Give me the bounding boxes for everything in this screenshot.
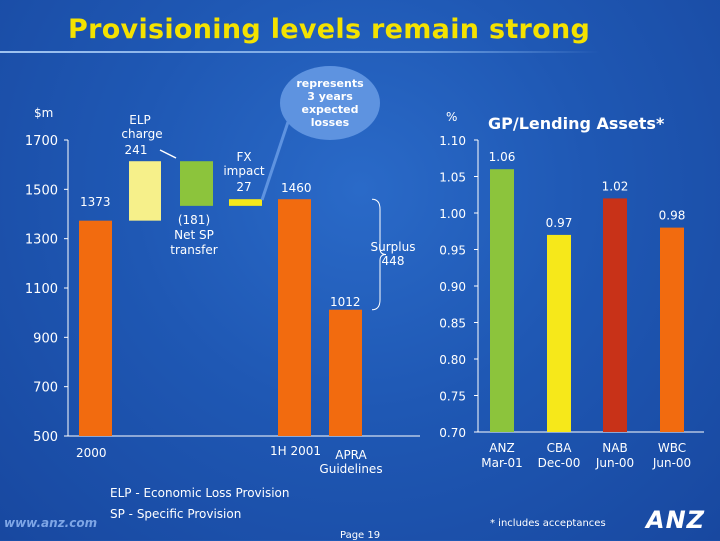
gp-bar-value-3: 0.98 xyxy=(659,209,686,223)
gp-bar-nab-jun-00 xyxy=(603,198,627,432)
gp-bar-wbc-jun-00 xyxy=(660,227,684,432)
left-unit-label: $m xyxy=(34,106,54,120)
waterfall-bar-net-sp-transfer xyxy=(180,161,213,206)
footnote: * includes acceptances xyxy=(490,518,606,529)
left-y-tick-label-1: 1500 xyxy=(25,183,58,198)
x-label-apra-line1: APRA xyxy=(335,448,367,462)
gp-x-label-0-line1: ANZ xyxy=(489,441,514,455)
left-y-tick-label-5: 700 xyxy=(33,381,58,396)
sp-value-label: (181) xyxy=(177,213,211,227)
start-2000-value-label: 1373 xyxy=(80,195,111,209)
page-title: Provisioning levels remain strong xyxy=(68,14,591,45)
apra-value-label: 1012 xyxy=(330,295,361,309)
right-y-tick-label-6: 0.80 xyxy=(439,353,466,367)
waterfall-bar-2000 xyxy=(79,220,112,436)
total-1h-value-label: 1460 xyxy=(281,181,312,195)
left-y-tick-label-4: 900 xyxy=(33,331,58,346)
gp-x-label-3-line2: Jun-00 xyxy=(652,456,691,470)
right-unit-label: % xyxy=(446,110,458,124)
callout-text: represents 3 years expected losses xyxy=(296,77,364,129)
left-y-tick-label-3: 1100 xyxy=(25,282,58,297)
gp-bar-value-2: 1.02 xyxy=(602,179,629,193)
fx-label-line2: impact xyxy=(223,164,265,178)
gp-x-label-1-line2: Dec-00 xyxy=(538,456,581,470)
gp-x-label-2-line1: NAB xyxy=(602,441,627,455)
left-y-tick-label-0: 1700 xyxy=(25,134,58,149)
elp-label-line2: charge xyxy=(121,127,163,141)
elp-value-label: 241 xyxy=(124,143,148,157)
gp-x-label-0-line2: Mar-01 xyxy=(481,456,522,470)
right-y-tick-label-4: 0.90 xyxy=(439,280,466,294)
title-underline xyxy=(0,51,600,53)
gp-bar-value-1: 0.97 xyxy=(546,216,573,230)
gp-bar-value-0: 1.06 xyxy=(489,150,516,164)
right-y-tick-label-3: 0.95 xyxy=(439,244,466,258)
expected-losses-callout: represents 3 years expected losses xyxy=(280,66,380,140)
gp-x-label-3-line1: WBC xyxy=(658,441,686,455)
fx-value-label: 27 xyxy=(236,180,252,194)
page-number: Page 19 xyxy=(340,530,381,541)
fx-label-line1: FX xyxy=(236,150,252,164)
right-y-tick-label-2: 1.00 xyxy=(439,207,466,221)
waterfall-bar-1h-2001 xyxy=(278,199,311,436)
gp-x-label-2-line2: Jun-00 xyxy=(595,456,634,470)
callout-pointer xyxy=(260,121,290,201)
right-y-tick-label-7: 0.75 xyxy=(439,390,466,404)
waterfall-bar-apra-guidelines xyxy=(329,309,362,436)
sp-label-line2: transfer xyxy=(170,243,218,257)
gp-bar-anz-mar-01 xyxy=(490,169,514,432)
left-y-tick-label-2: 1300 xyxy=(25,233,58,248)
gp-x-label-1-line1: CBA xyxy=(547,441,573,455)
elp-label-line1: ELP xyxy=(129,113,151,127)
legend-sp: SP - Specific Provision xyxy=(110,507,242,521)
footer-url[interactable]: www.anz.com xyxy=(4,516,98,530)
surplus-brace xyxy=(371,198,387,311)
left-y-tick-label-6: 500 xyxy=(33,430,58,445)
right-y-tick-label-1: 1.05 xyxy=(439,171,466,185)
right-y-tick-label-0: 1.10 xyxy=(439,134,466,148)
sp-label-line1: Net SP xyxy=(174,228,214,242)
elp-pointer xyxy=(159,149,177,159)
x-label-2000: 2000 xyxy=(76,446,107,460)
anz-logo: ANZ xyxy=(646,506,706,534)
right-y-tick-label-5: 0.85 xyxy=(439,317,466,331)
x-label-1h2001: 1H 2001 xyxy=(270,444,322,458)
legend-elp: ELP - Economic Loss Provision xyxy=(110,486,290,500)
gp-lending-title: GP/Lending Assets* xyxy=(488,114,665,133)
waterfall-bar-elp-charge xyxy=(129,161,161,221)
surplus-value: 448 xyxy=(381,254,405,268)
surplus-label: Surplus xyxy=(370,240,416,254)
waterfall-bar-fx-impact xyxy=(229,199,262,206)
x-label-apra-line2: Guidelines xyxy=(319,462,383,476)
gp-bar-cba-dec-00 xyxy=(547,234,571,432)
right-y-tick-label-8: 0.70 xyxy=(439,426,466,440)
